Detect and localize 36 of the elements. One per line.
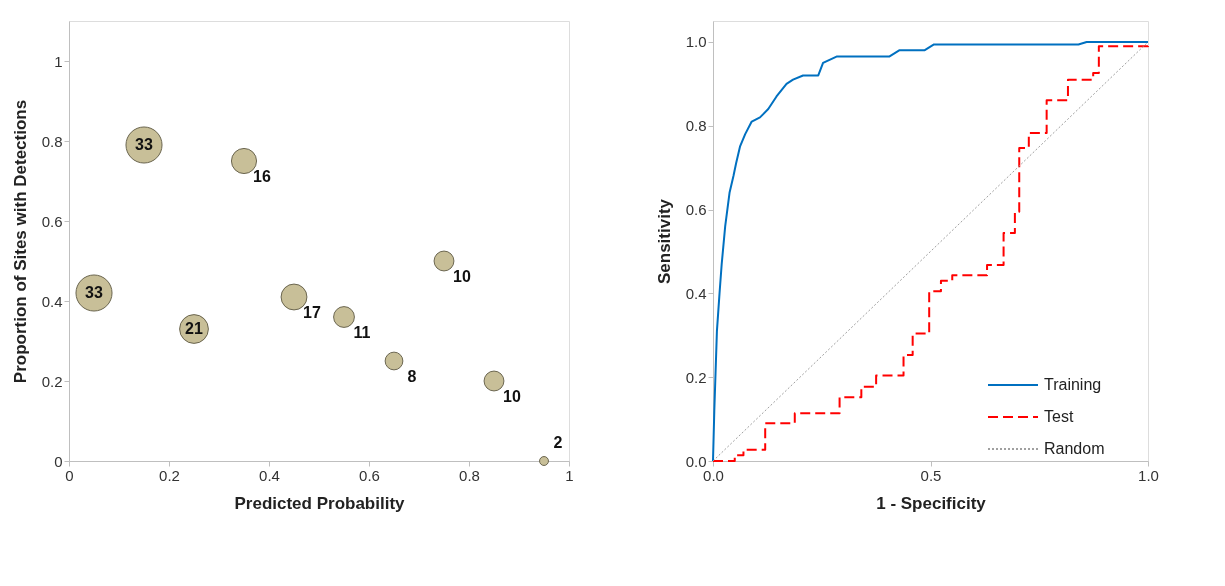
annotation: 21 — [185, 320, 203, 337]
y-axis-title: Proportion of Sites with Detections — [10, 99, 30, 384]
x-tick-label: 1.0 — [1138, 466, 1159, 484]
annotation: 33 — [85, 284, 103, 301]
annotation: 8 — [407, 368, 417, 385]
y-tick-label: 1.0 — [685, 33, 707, 51]
y-tick-label: 0.4 — [685, 284, 707, 302]
annotation: 10 — [503, 388, 521, 405]
legend-label: Test — [1044, 408, 1074, 425]
legend-label: Random — [1044, 440, 1105, 457]
y-tick-label: 0.4 — [41, 292, 63, 310]
y-tick-label: 0.6 — [41, 212, 63, 230]
x-axis-title: Predicted Probability — [234, 493, 406, 513]
annotation: 10 — [453, 268, 471, 285]
y-tick-label: 0.8 — [685, 117, 707, 135]
x-axis-title: 1 - Specificity — [876, 493, 987, 513]
x-tick-label: 0.8 — [459, 466, 480, 484]
y-tick-label: 0 — [54, 452, 63, 470]
annotation: 17 — [303, 304, 321, 321]
y-tick-label: 0.8 — [41, 132, 63, 150]
y-tick-label: 0.6 — [685, 201, 707, 219]
x-tick-label: 0.4 — [259, 466, 280, 484]
x-tick-label: 1 — [565, 466, 574, 484]
legend-label: Training — [1044, 376, 1102, 393]
y-tick-label: 0.2 — [41, 372, 63, 390]
y-tick-label: 0.2 — [685, 368, 707, 386]
annotation: 33 — [135, 136, 153, 153]
x-tick-label: 0.6 — [359, 466, 380, 484]
y-axis-title: Sensitivity — [654, 198, 674, 285]
x-tick-label: 0.5 — [920, 466, 942, 484]
x-tick-label: 0.2 — [159, 466, 180, 484]
annotation: 11 — [353, 324, 371, 341]
y-tick-label: 1 — [54, 52, 63, 70]
annotation: 2 — [553, 434, 563, 451]
x-tick-label: 0 — [65, 466, 74, 484]
annotation: 16 — [253, 168, 271, 185]
